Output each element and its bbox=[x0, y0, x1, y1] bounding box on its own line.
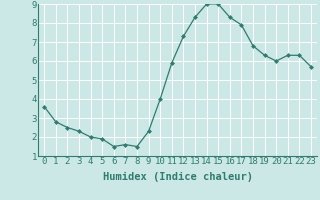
X-axis label: Humidex (Indice chaleur): Humidex (Indice chaleur) bbox=[103, 172, 252, 182]
